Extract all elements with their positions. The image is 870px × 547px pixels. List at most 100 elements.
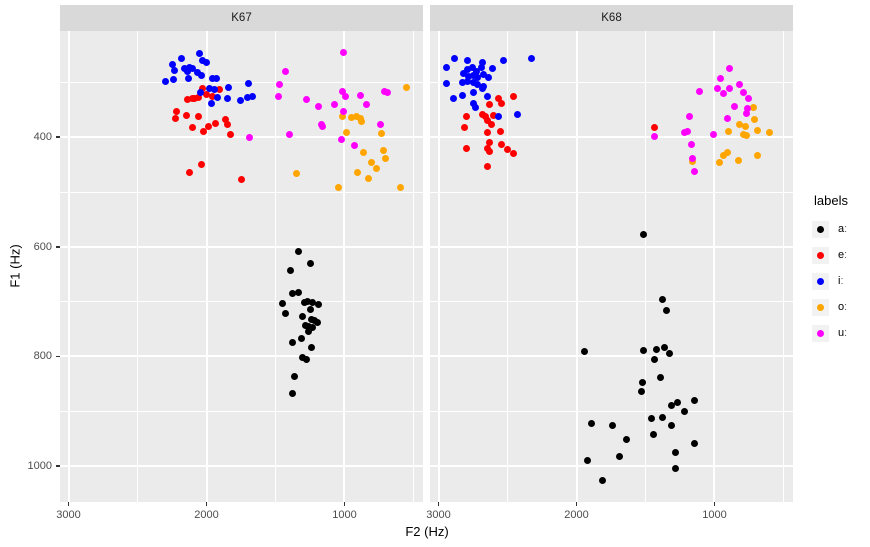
point-iː	[203, 58, 211, 66]
point-eː	[203, 91, 211, 99]
point-aː	[650, 355, 658, 363]
point-aː	[581, 348, 589, 356]
point-uː	[714, 85, 722, 92]
gridline-x-minor	[645, 31, 646, 502]
legend-item-label: uː	[838, 327, 848, 339]
x-tick-label: 2000	[194, 509, 219, 521]
point-uː	[719, 89, 727, 97]
legend-dot-icon	[817, 225, 824, 233]
point-aː	[297, 335, 305, 343]
point-uː	[731, 102, 738, 110]
legend-key	[812, 324, 829, 342]
x-tick-mark	[67, 502, 70, 506]
point-uː	[717, 74, 725, 82]
point-eː	[490, 111, 498, 119]
point-aː	[616, 453, 624, 461]
point-aː	[304, 327, 312, 335]
point-aː	[315, 300, 323, 308]
point-uː	[356, 91, 364, 99]
point-oː	[735, 120, 743, 128]
point-iː	[223, 94, 231, 102]
point-aː	[690, 440, 698, 448]
point-eː	[486, 100, 494, 108]
point-iː	[451, 54, 459, 62]
point-eː	[498, 140, 506, 148]
point-aː	[650, 431, 657, 439]
legend-key	[812, 272, 829, 290]
point-uː	[246, 133, 254, 141]
legend-item-label: aː	[838, 223, 848, 235]
point-oː	[754, 126, 762, 134]
point-iː	[468, 63, 476, 71]
x-tick-label: 1000	[332, 509, 357, 521]
point-eː	[223, 120, 231, 128]
point-iː	[212, 74, 220, 82]
legend-title: labels	[814, 193, 848, 208]
point-uː	[650, 132, 658, 140]
point-iː	[183, 68, 191, 76]
gridline-y-major	[60, 136, 423, 139]
point-uː	[743, 104, 751, 112]
point-eː	[199, 127, 207, 135]
point-eː	[195, 112, 203, 120]
point-oː	[292, 169, 300, 177]
point-iː	[513, 110, 521, 118]
legend-item-a: aː	[812, 216, 868, 242]
x-tick-label: 3000	[56, 509, 81, 521]
point-iː	[464, 65, 472, 73]
point-uː	[384, 88, 392, 96]
point-eː	[498, 99, 506, 107]
point-aː	[666, 349, 674, 357]
legend: labels aː eː iː oː uː	[812, 193, 868, 346]
point-uː	[744, 94, 752, 102]
point-oː	[380, 146, 388, 154]
point-eː	[495, 94, 503, 102]
point-iː	[224, 83, 232, 91]
point-eː	[208, 92, 216, 100]
point-eː	[215, 85, 223, 93]
point-aː	[638, 378, 646, 386]
gridline-y-minor	[60, 410, 423, 412]
point-oː	[766, 128, 774, 136]
point-iː	[470, 78, 478, 86]
point-oː	[365, 174, 372, 182]
gridline-x-major	[437, 31, 440, 502]
facet-strip-label: K67	[231, 12, 252, 24]
point-iː	[528, 54, 536, 62]
legend-dot-icon	[817, 329, 824, 337]
x-tick-mark	[437, 502, 440, 506]
point-uː	[275, 92, 283, 100]
point-iː	[206, 85, 214, 92]
gridline-y-minor	[430, 410, 793, 412]
point-uː	[341, 92, 349, 100]
x-axis-title: F2 (Hz)	[405, 524, 449, 539]
point-iː	[480, 70, 488, 78]
point-eː	[497, 127, 504, 135]
point-aː	[657, 373, 665, 381]
legend-item-label: iː	[838, 275, 844, 287]
gridline-y-major	[430, 136, 793, 139]
point-eː	[183, 111, 191, 119]
point-iː	[197, 88, 205, 96]
facet-strip-k68: K68	[430, 5, 793, 31]
legend-dot-icon	[817, 277, 824, 285]
point-uː	[377, 120, 384, 128]
y-tick-mark	[56, 136, 60, 138]
point-aː	[640, 347, 648, 355]
point-oː	[397, 183, 404, 191]
gridline-x-major	[205, 31, 208, 502]
point-aː	[671, 464, 679, 472]
gridline-x-major	[343, 31, 346, 502]
point-iː	[474, 74, 482, 82]
point-aː	[281, 309, 289, 317]
gridline-x-minor	[507, 31, 509, 502]
point-aː	[295, 247, 303, 255]
gridline-y-minor	[430, 81, 793, 83]
x-tick-label: 3000	[426, 509, 451, 521]
gridline-y-major	[430, 464, 793, 467]
facet-panel-k68	[430, 31, 793, 502]
legend-item-e: eː	[812, 242, 868, 268]
point-uː	[276, 80, 283, 88]
point-aː	[653, 346, 661, 354]
